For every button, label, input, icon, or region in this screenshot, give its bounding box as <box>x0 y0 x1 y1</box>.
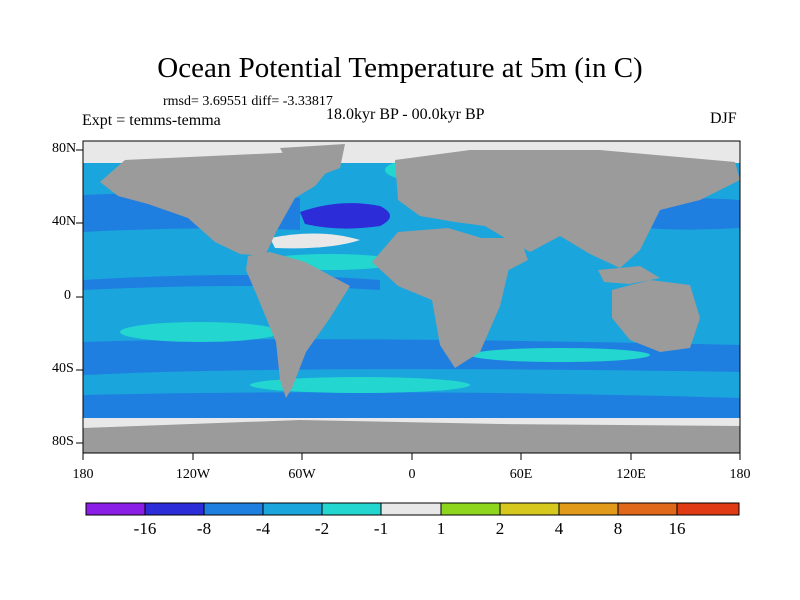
gulf-stream-near-zero <box>270 233 360 249</box>
stats-label: rmsd= 3.69551 diff= -3.33817 <box>163 94 333 109</box>
colorbar-label: 8 <box>613 519 623 538</box>
colorbar-box-8 <box>500 503 559 515</box>
x-tick-label: 180 <box>72 467 94 482</box>
experiment-label: Expt = temms-temma <box>82 112 221 129</box>
axis-ticks <box>76 149 741 460</box>
colorbar-box-6 <box>381 503 441 515</box>
season-label: DJF <box>710 110 737 127</box>
australia <box>612 280 700 352</box>
south-america <box>246 252 350 398</box>
north-atlantic-cold-anomaly <box>300 203 390 229</box>
x-tick-label: 120E <box>616 467 646 482</box>
southern-cool-band <box>83 339 740 375</box>
colorbar-label: -8 <box>196 519 212 538</box>
colorbar-box-9 <box>559 503 618 515</box>
colorbar-label: -2 <box>314 519 330 538</box>
x-tick-label: 120W <box>175 467 211 482</box>
colorbar-label: -4 <box>255 519 271 538</box>
colorbar-label: 2 <box>495 519 505 538</box>
eurasia <box>395 150 740 268</box>
colorbar-box-11 <box>677 503 739 515</box>
south-atlantic-mild-patch <box>250 377 470 393</box>
colorbar-label: 16 <box>668 519 686 538</box>
colorbar <box>85 502 740 516</box>
south-pacific-mild-patch <box>120 322 280 342</box>
colorbar-box-10 <box>618 503 677 515</box>
colorbar-box-2 <box>145 503 204 515</box>
north-america <box>100 152 330 256</box>
colorbar-box-4 <box>263 503 322 515</box>
greenland <box>280 144 345 180</box>
x-tick-label: 180 <box>729 467 751 482</box>
y-tick-label: 80N <box>52 141 77 156</box>
x-tick-label: 60E <box>509 467 533 482</box>
arabia <box>482 238 528 272</box>
colorbar-label: -1 <box>373 519 389 538</box>
antarctica <box>83 420 740 453</box>
colorbar-box-7 <box>441 503 500 515</box>
colorbar-label: 4 <box>554 519 564 538</box>
map-area <box>83 141 740 453</box>
y-tick-label: 40S <box>52 361 74 376</box>
africa <box>372 228 510 368</box>
colorbar-box-5 <box>322 503 381 515</box>
y-tick-label: 40N <box>52 214 77 229</box>
colorbar-box-3 <box>204 503 263 515</box>
indian-ocean-mild-patch <box>470 348 650 362</box>
colorbar-box-1 <box>86 503 145 515</box>
colorbar-label: 1 <box>436 519 446 538</box>
southern-ocean-cool <box>83 392 740 418</box>
period-label: 18.0kyr BP - 00.0kyr BP <box>326 106 485 123</box>
colorbar-label: -16 <box>133 519 157 538</box>
y-tick-label: 0 <box>64 288 71 303</box>
x-tick-label: 0 <box>408 467 416 482</box>
x-tick-label: 60W <box>288 467 316 482</box>
maritime-continent <box>598 266 660 284</box>
y-tick-label: 80S <box>52 434 74 449</box>
map-title: Ocean Potential Temperature at 5m (in C) <box>157 52 643 84</box>
